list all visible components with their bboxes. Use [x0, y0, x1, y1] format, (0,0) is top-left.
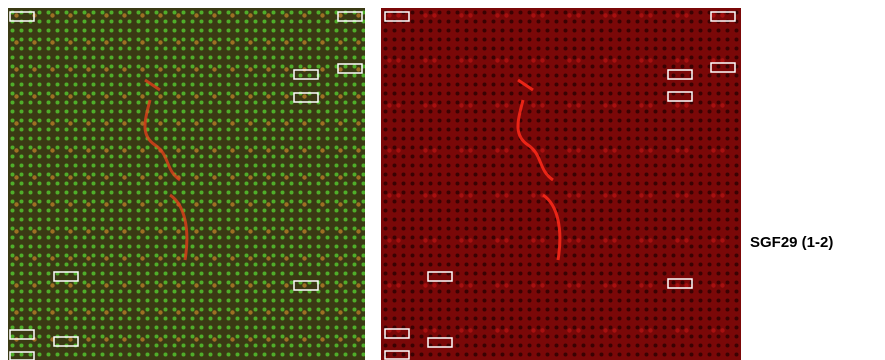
highlight-boxes [9, 11, 363, 360]
merged-panel [8, 8, 365, 360]
artifact [143, 78, 189, 261]
highlight-boxes [384, 11, 736, 360]
spot-grid-overlay [8, 8, 365, 360]
artifact [516, 78, 562, 261]
red-panel [381, 8, 741, 360]
spot-grid-overlay [381, 8, 741, 360]
protein-label: SGF29 (1-2) [750, 234, 833, 251]
